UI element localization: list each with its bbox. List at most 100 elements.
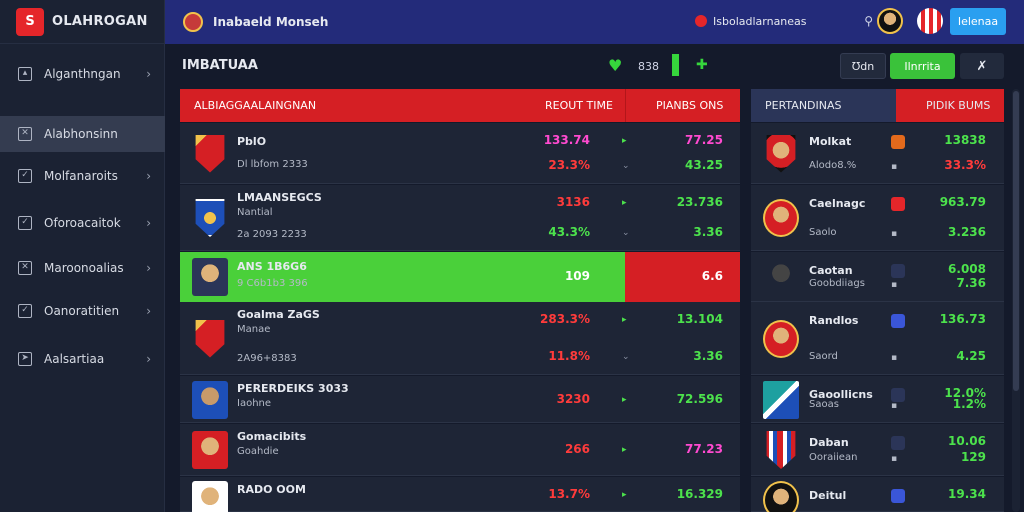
login-button[interactable]: Ielenaa bbox=[950, 8, 1006, 35]
list-item[interactable]: Deitul 19.34 bbox=[751, 477, 1004, 512]
player-subtitle: Alodo8.% bbox=[809, 160, 857, 171]
primary-action-button[interactable]: Ilnrrita bbox=[890, 53, 955, 79]
brand[interactable]: S OLAHROGAN bbox=[0, 0, 164, 44]
player-name[interactable]: Molkat bbox=[809, 135, 852, 148]
filter-button[interactable]: Ʊdn bbox=[840, 53, 886, 79]
points-value: 6.6 bbox=[701, 269, 723, 283]
stat-value: 10.06 bbox=[948, 434, 986, 448]
table-row[interactable]: PERERDEIKS 3033 Iaohne 3230 ▸ 72.596 bbox=[180, 376, 740, 423]
sidebar-item[interactable]: ✓ Oforoacaitok › bbox=[0, 205, 165, 241]
table-row[interactable]: Goalma ZaGS Manae 2A96+8383 283.3% 11.8% ▸ ⌄ 13… bbox=[180, 302, 740, 375]
list-item[interactable]: Randlos Saord ▪ 136.73 4.25 bbox=[751, 302, 1004, 375]
close-button[interactable]: ✗ bbox=[960, 53, 1004, 79]
team-name[interactable]: LMAANSEGCS bbox=[237, 191, 322, 204]
stat-tag-icon: ▪ bbox=[891, 229, 898, 239]
table-row[interactable]: PblO Dl lbfom 2333 133.74 23.3% ▸ ⌄ 77.25 43.25 bbox=[180, 123, 740, 184]
sidebar-item[interactable]: ▴ Alganthngan › bbox=[0, 56, 165, 92]
favorite-count: 838 bbox=[638, 60, 659, 73]
side-col-header-left[interactable]: PERTANDINAS bbox=[751, 89, 896, 122]
col-header-points[interactable]: PIANBS ONS bbox=[656, 99, 724, 112]
player-name[interactable]: Randlos bbox=[809, 314, 859, 327]
favorite-heart-icon[interactable]: ♥ bbox=[608, 56, 623, 75]
points-value: 77.23 bbox=[685, 442, 723, 456]
team-name[interactable]: PblO bbox=[237, 135, 267, 148]
sidebar-item[interactable]: ✕ Alabhonsinn bbox=[0, 116, 165, 152]
player-name[interactable]: Deitul bbox=[809, 489, 847, 502]
stat-value-secondary: 7.36 bbox=[956, 276, 986, 290]
check-icon: ✓ bbox=[18, 304, 32, 318]
scrollbar-thumb[interactable] bbox=[1013, 91, 1019, 391]
player-subtitle: Saord bbox=[809, 351, 838, 362]
sidebar-item[interactable]: ✕ Maroonoalias › bbox=[0, 250, 165, 286]
close-icon: ✕ bbox=[18, 261, 32, 275]
table-row[interactable]: ANS 1B6G6 9 C6b1b3 396 109 6.6 bbox=[180, 252, 740, 302]
user-avatar[interactable] bbox=[877, 8, 903, 34]
trend-up-icon: ▸ bbox=[622, 315, 627, 325]
language-flag-icon[interactable] bbox=[695, 15, 707, 27]
page-title: IMBATUAA bbox=[182, 58, 258, 73]
player-name[interactable]: Caotan bbox=[809, 264, 853, 277]
trend-up-icon: ▸ bbox=[622, 445, 627, 455]
list-item[interactable]: Caotan Goobdiiags ▪ 6.008 7.36 bbox=[751, 252, 1004, 302]
team-name[interactable]: PERERDEIKS 3033 bbox=[237, 382, 349, 395]
player-name[interactable]: Caelnagc bbox=[809, 197, 866, 210]
points-value: 23.736 bbox=[676, 195, 723, 209]
header-team-badge-icon[interactable] bbox=[183, 12, 203, 32]
chevron-right-icon: › bbox=[146, 216, 151, 230]
stat-value: 12.0% bbox=[944, 386, 986, 400]
time-value: 283.3% bbox=[540, 312, 590, 326]
club-crest-icon[interactable] bbox=[917, 8, 943, 34]
table-row[interactable]: RADO OOM 13.7% ▸ 16.329 bbox=[180, 477, 740, 512]
sidebar-item-label: Alabhonsinn bbox=[44, 127, 118, 141]
table-row[interactable]: LMAANSEGCS Nantial 2a 2093 2233 3136 43.3% ▸ ⌄… bbox=[180, 185, 740, 251]
stat-badge-icon bbox=[891, 436, 905, 450]
sidebar-item[interactable]: ✓ Oanoratitien › bbox=[0, 293, 165, 329]
player-name[interactable]: Gaoollicns bbox=[809, 388, 873, 401]
check-icon: ✓ bbox=[18, 169, 32, 183]
team-name[interactable]: RADO OOM bbox=[237, 483, 306, 496]
team-name[interactable]: Gomacibits bbox=[237, 430, 307, 443]
chevron-right-icon: › bbox=[146, 352, 151, 366]
team-name[interactable]: Goalma ZaGS bbox=[237, 308, 320, 321]
team-crest-icon bbox=[192, 380, 228, 419]
player-name[interactable]: Daban bbox=[809, 436, 849, 449]
header: Inabaeld Monseh Isboladlarnaneas ⚲ Ielen… bbox=[165, 0, 1024, 44]
points-value: 77.25 bbox=[685, 133, 723, 147]
stat-badge-icon bbox=[891, 135, 905, 149]
list-item[interactable]: Caelnagc Saolo ▪ 963.79 3.236 bbox=[751, 185, 1004, 251]
team-subtitle-2: 2a 2093 2233 bbox=[237, 229, 307, 240]
player-avatar bbox=[763, 199, 799, 237]
stat-tag-icon: ▪ bbox=[891, 454, 898, 464]
col-header-team[interactable]: ALBIAGGAALAINGNAN bbox=[194, 99, 317, 112]
list-item[interactable]: Gaoollicns Saoas ▪ 12.0% 1.2% bbox=[751, 376, 1004, 423]
scrollbar[interactable] bbox=[1012, 89, 1020, 512]
search-icon[interactable]: ⚲ bbox=[864, 14, 873, 28]
table-row[interactable]: Gomacibits Goahdie 266 ▸ 77.23 bbox=[180, 424, 740, 476]
sidebar-item[interactable]: ➤ Aalsartiaa › bbox=[0, 341, 165, 377]
player-avatar bbox=[763, 258, 799, 296]
search-field[interactable]: Isboladlarnaneas ⚲ bbox=[695, 10, 873, 32]
team-crest-icon bbox=[192, 481, 228, 512]
team-subtitle: Iaohne bbox=[237, 398, 272, 409]
list-item[interactable]: Daban Ooraiiean ▪ 10.06 129 bbox=[751, 424, 1004, 476]
time-value: 266 bbox=[564, 442, 590, 456]
side-col-header-right[interactable]: PIDIK BUMS bbox=[896, 89, 1004, 122]
time-value: 3230 bbox=[556, 391, 590, 406]
player-subtitle: Saoas bbox=[809, 399, 839, 410]
team-name[interactable]: ANS 1B6G6 bbox=[237, 260, 307, 273]
brand-name: OLAHROGAN bbox=[52, 14, 148, 29]
sidebar-item-label: Molfanaroits bbox=[44, 169, 118, 183]
stat-value: 136.73 bbox=[939, 312, 986, 326]
team-crest-icon bbox=[192, 258, 228, 296]
col-divider bbox=[625, 89, 626, 122]
team-subtitle: Manae bbox=[237, 324, 271, 335]
sidebar-item[interactable]: ✓ Molfanaroits › bbox=[0, 158, 165, 194]
sidebar-item-label: Oanoratitien bbox=[44, 304, 120, 318]
pin-icon[interactable]: ✚ bbox=[696, 57, 708, 73]
stat-value: 6.008 bbox=[948, 262, 986, 276]
sidebar-item-label: Oforoacaitok bbox=[44, 216, 121, 230]
chart-icon: ▴ bbox=[18, 67, 32, 81]
chevron-right-icon: › bbox=[146, 304, 151, 318]
col-header-time[interactable]: REOUT TIME bbox=[545, 99, 613, 112]
list-item[interactable]: Molkat Alodo8.% ▪ 13838 33.3% bbox=[751, 123, 1004, 184]
